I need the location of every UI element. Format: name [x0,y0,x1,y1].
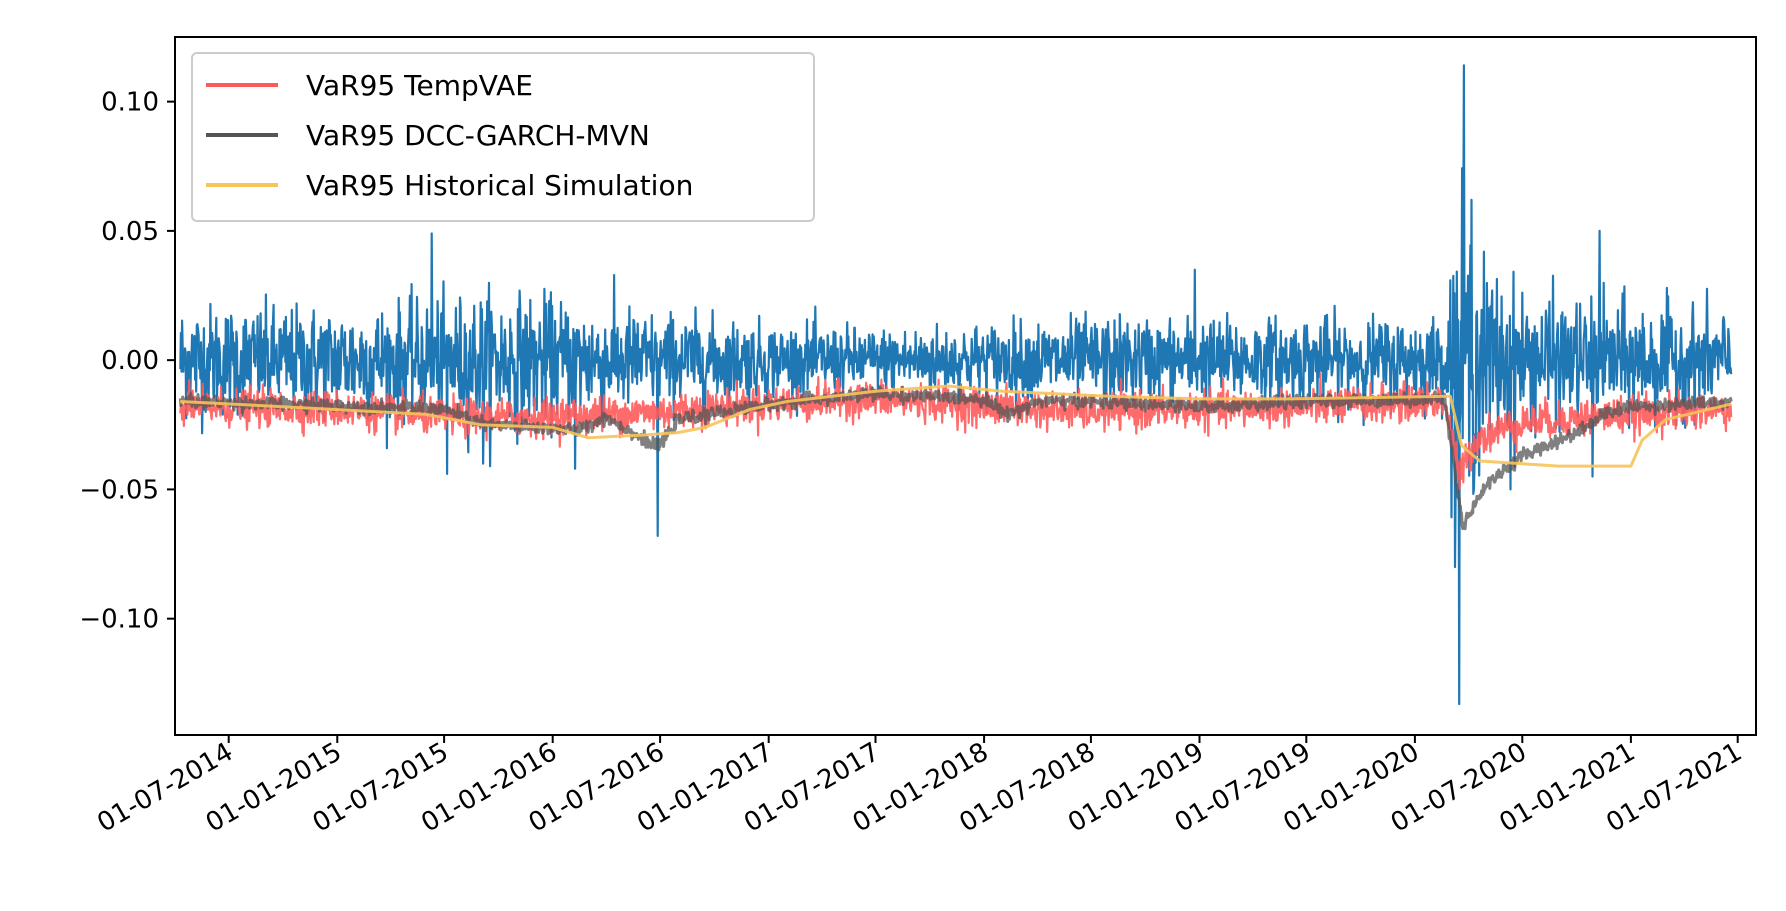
series-line-tempvae [179,372,1733,490]
legend-box [191,52,815,222]
series-layer [178,64,1733,706]
series-line-dcc-garch [178,383,1733,531]
legend-label: VaR95 DCC-GARCH-MVN [306,119,650,152]
y-tick-label: 0.00 [101,346,159,376]
legend-label: VaR95 TempVAE [306,69,533,102]
y-tick-label: 0.05 [101,217,159,247]
y-tick-label: −0.05 [79,475,159,505]
y-tick-label: 0.10 [101,88,159,118]
y-tick-label: −0.10 [79,605,159,635]
series-line-historical-simulation [180,384,1732,468]
legend-label: VaR95 Historical Simulation [306,169,693,202]
plot-frame [174,36,1757,736]
y-axis: 0.10 0.05 0.00 −0.05 −0.10 [79,88,175,635]
legend: VaR95 TempVAE VaR95 DCC-GARCH-MVN VaR95 Hi… [191,52,815,222]
